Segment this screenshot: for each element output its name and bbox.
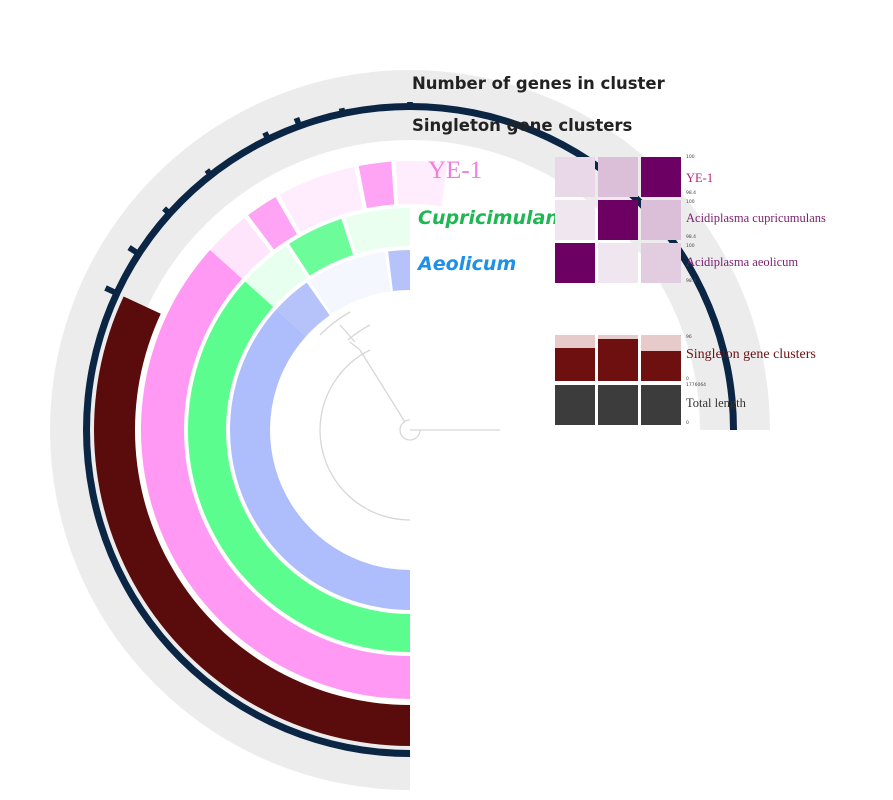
singleton-bar [641,350,681,381]
ani-heatmap-cell [555,243,595,283]
ring-aeolicum-segment [388,250,410,292]
ani-heatmap-cell [555,200,595,240]
ani-row3-max: 100 [686,244,695,249]
cupricimulans-label: Cupricimulans [418,207,571,229]
ani-row2-min: 98.4 [686,235,697,240]
singleton-bars-label: Singleton gene clusters [686,347,816,362]
num-genes-spike [162,206,170,214]
num-genes-spike [338,107,346,112]
singleton-clusters-label: Singleton gene clusters [412,116,633,135]
num-genes-label: Number of genes in cluster [412,74,665,93]
ring-cupricimulans-segment [245,245,308,307]
ani-row-label-aeolicum: Acidiplasma aeolicum [686,255,799,269]
num-genes-spike [407,102,413,105]
ani-row-label-cupricumulans: Acidiplasma cupricumulans [686,211,826,225]
singleton-min: 0 [686,377,689,382]
total-length-label: Total length [686,396,746,410]
ring-ye1-segment [395,161,448,207]
ani-heatmap-cell [641,200,681,240]
ring-ye1-segment [210,218,271,279]
singleton-clusters-ring [94,296,410,746]
total-length-bar [598,385,638,425]
total-length-bar [641,385,681,425]
total-length-min: 0 [686,421,689,426]
singleton-max: 96 [686,335,692,340]
ring-ye1-segment [248,197,297,250]
ani-heatmap-cell [555,157,595,197]
ring-aeolicum-segment [309,251,391,314]
num-genes-spike [104,285,116,295]
ani-heatmap-cell [598,243,638,283]
ani-heatmap-cell [598,200,638,240]
right-layer-panel: 100 98.4 100 98.4 100 98.4 YE-1 Acidipla… [555,155,855,430]
ani-row3-min: 98.4 [686,279,697,284]
ring-cupricimulans-segment [345,208,410,255]
ye1-label: YE-1 [428,157,483,184]
singleton-bar [598,338,638,381]
num-genes-spike [204,168,212,175]
num-genes-spike [262,131,270,139]
ani-row1-min: 98.4 [686,191,697,196]
total-length-bar [555,385,595,425]
num-genes-spike [293,117,302,125]
ring-ye1-segment [358,161,395,209]
ani-row-label-ye1: YE-1 [686,171,714,185]
ani-row1-max: 100 [686,155,695,160]
ani-heatmap-cell [598,157,638,197]
aeolicum-label: Aeolicum [418,253,517,275]
ring-ye1-segment [279,166,364,233]
ani-heatmap-cell [641,243,681,283]
ani-row2-max: 100 [686,200,695,205]
ring-cupricimulans-main [187,281,410,652]
ring-ye1-main [141,250,410,700]
gene-cluster-dendrogram [319,311,500,521]
num-genes-spike [127,245,139,255]
ani-heatmap-cell [641,157,681,197]
singleton-bar [555,347,595,381]
ring-cupricimulans-segment [289,218,354,276]
ring-aeolicum-main [229,309,410,610]
total-length-max: 1776064 [686,383,707,388]
ring-aeolicum-segment [276,282,330,337]
